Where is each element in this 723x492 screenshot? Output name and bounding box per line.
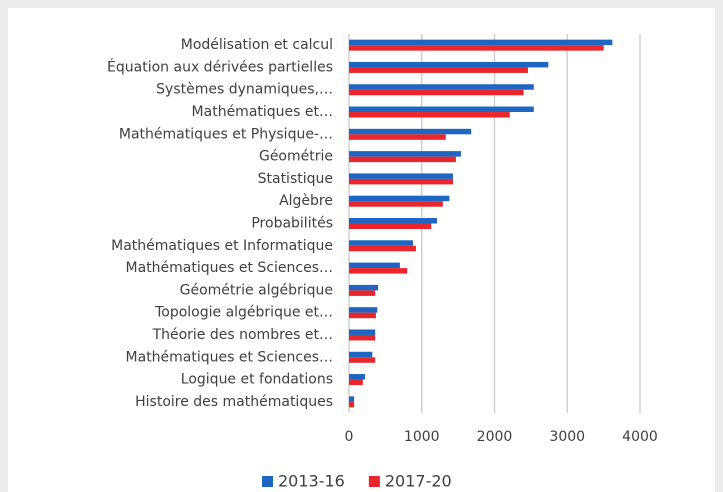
x-tick-label: 2000 [477, 429, 513, 445]
y-tick-label: Mathématiques et Sciences… [126, 260, 333, 276]
bar [349, 156, 456, 163]
bar [349, 45, 604, 51]
x-tick-label: 1000 [404, 429, 440, 445]
bar [349, 134, 446, 140]
bar [349, 245, 416, 252]
bar [349, 223, 432, 229]
bar [349, 201, 443, 207]
bar [349, 106, 534, 113]
bar [349, 195, 450, 202]
bar [349, 379, 363, 386]
y-tick-label: Modélisation et calcul [181, 37, 333, 53]
bar [349, 84, 534, 90]
bar [349, 240, 414, 246]
y-tick-label: Histoire des mathématiques [135, 394, 333, 410]
bar [349, 218, 438, 224]
y-tick-label: Systèmes dynamiques,… [156, 82, 333, 98]
x-tick-label: 0 [345, 429, 354, 445]
y-tick-label: Mathématiques et Sciences… [126, 349, 333, 365]
bar [349, 112, 510, 118]
y-tick-label: Statistique [258, 171, 333, 187]
x-tick-label: 4000 [622, 429, 658, 445]
legend-swatch [368, 476, 380, 487]
bar [349, 89, 524, 96]
bar [349, 39, 613, 46]
bar [349, 357, 376, 363]
bar [349, 262, 400, 269]
bar [349, 284, 379, 291]
x-tick-label: 3000 [549, 429, 585, 445]
bar [349, 329, 376, 335]
y-tick-label: Topologie algébrique et… [154, 305, 333, 321]
bar [349, 173, 454, 179]
bar [349, 312, 376, 319]
y-tick-label: Théorie des nombres et… [152, 327, 333, 343]
bar [349, 351, 373, 358]
bar [349, 151, 462, 157]
y-tick-label: Probabilités [251, 216, 333, 232]
y-tick-label: Géométrie [259, 149, 333, 165]
y-tick-label: Mathématiques et Physique-… [119, 126, 333, 142]
y-tick-label: Équation aux dérivées partielles [107, 58, 333, 75]
y-tick-label: Logique et fondations [181, 372, 333, 388]
bar [349, 401, 355, 408]
legend-label: 2017-20 [385, 472, 452, 491]
y-tick-label: Mathématiques et Informatique [111, 238, 333, 254]
legend-swatch [262, 476, 273, 487]
legend-label: 2013-16 [278, 472, 345, 491]
bar [349, 374, 366, 380]
bar [349, 128, 472, 135]
bar [349, 290, 376, 296]
bar [349, 307, 378, 313]
bar [349, 396, 355, 402]
bar [349, 334, 376, 341]
bar [349, 178, 454, 185]
bar [349, 67, 528, 73]
bar [349, 61, 549, 68]
y-tick-label: Mathématiques et… [192, 104, 333, 120]
bar [349, 268, 408, 274]
y-tick-label: Géométrie algébrique [180, 282, 333, 298]
y-tick-label: Algèbre [279, 193, 333, 209]
